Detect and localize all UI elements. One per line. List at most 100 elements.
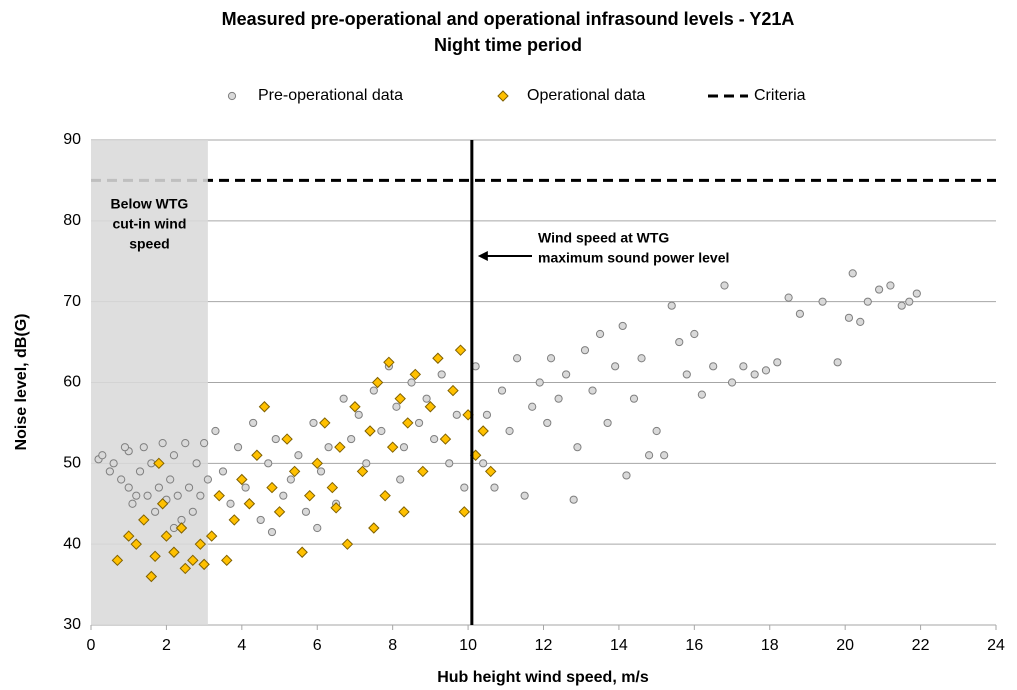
chart-subtitle: Night time period [434,35,582,55]
data-point [875,285,884,294]
data-point [580,346,590,355]
data-point [675,337,684,347]
data-point [324,443,333,452]
data-point [622,471,631,480]
data-point [637,354,646,363]
data-point [109,459,118,468]
data-point [168,546,180,558]
data-point [720,281,729,290]
data-point [912,289,921,298]
cut-in-label: cut-in wind [113,216,187,232]
data-point [135,467,145,476]
y-tick-label: 40 [63,535,81,552]
data-point [241,483,250,492]
data-point [123,530,135,542]
data-point [863,297,872,306]
x-tick-label: 6 [313,637,322,654]
data-point [886,281,895,290]
data-point [437,370,446,379]
data-point [513,354,522,363]
data-point [227,91,237,101]
data-point [452,410,461,419]
data-point [520,491,529,500]
data-point [175,522,188,534]
data-point [848,269,857,278]
x-tick-label: 16 [685,637,703,654]
data-point [818,297,827,306]
data-point [316,467,326,476]
data-point [897,301,906,310]
x-tick-label: 2 [162,637,171,654]
data-point [458,506,471,518]
data-point [341,538,354,550]
data-point [271,434,280,444]
data-point [603,418,612,428]
data-point [394,392,406,405]
data-point [562,370,571,379]
data-point [569,495,578,504]
data-point [784,293,793,302]
data-point [294,451,303,460]
data-point [233,443,243,452]
data-point [105,467,114,476]
cut-in-region [91,140,208,625]
data-point [326,481,339,494]
data-point [833,358,842,367]
data-point [258,401,271,413]
y-tick-label: 30 [63,616,81,633]
data-point [203,475,212,484]
y-tick-label: 70 [63,293,81,310]
data-point [482,410,492,419]
data-point [124,483,133,492]
data-point [409,368,421,381]
data-point [251,449,263,461]
data-point [228,514,240,526]
data-point [128,499,137,508]
data-point [727,378,737,387]
data-point [279,491,288,500]
data-point [221,554,233,567]
data-point [198,558,210,571]
data-point [709,362,718,371]
data-point [795,309,805,318]
data-point [430,434,439,444]
x-tick-label: 8 [388,637,397,654]
data-point [145,570,158,583]
data-point [151,507,160,516]
legend-label: Pre-operational data [258,87,403,104]
data-point [546,354,556,363]
data-point [296,546,308,558]
data-point [595,329,605,339]
data-point [138,514,150,526]
y-tick-label: 80 [63,212,81,229]
data-point [213,489,225,502]
data-point [528,402,537,411]
data-point [200,439,209,448]
legend-label: Operational data [527,87,645,104]
data-point [218,467,228,476]
data-point [281,433,293,445]
data-point [347,434,356,444]
data-point [273,506,286,518]
data-point [354,410,363,419]
y-tick-label: 60 [63,374,81,391]
data-point [154,483,163,492]
data-point [505,426,514,436]
data-point [339,394,348,403]
annotation-arrowhead [477,251,488,261]
x-axis-label: Hub height wind speed, m/s [437,669,649,686]
data-point [660,451,669,460]
data-point [192,459,201,468]
data-point [304,489,316,502]
x-tick-label: 22 [912,637,930,654]
data-point [392,402,401,411]
data-point [369,386,378,395]
x-tick-label: 24 [987,637,1005,654]
data-point [143,491,152,500]
data-point [266,481,278,494]
data-point [264,459,273,468]
y-tick-label: 50 [63,455,81,472]
data-point [629,394,639,403]
data-point [179,562,191,575]
data-point [386,441,399,453]
